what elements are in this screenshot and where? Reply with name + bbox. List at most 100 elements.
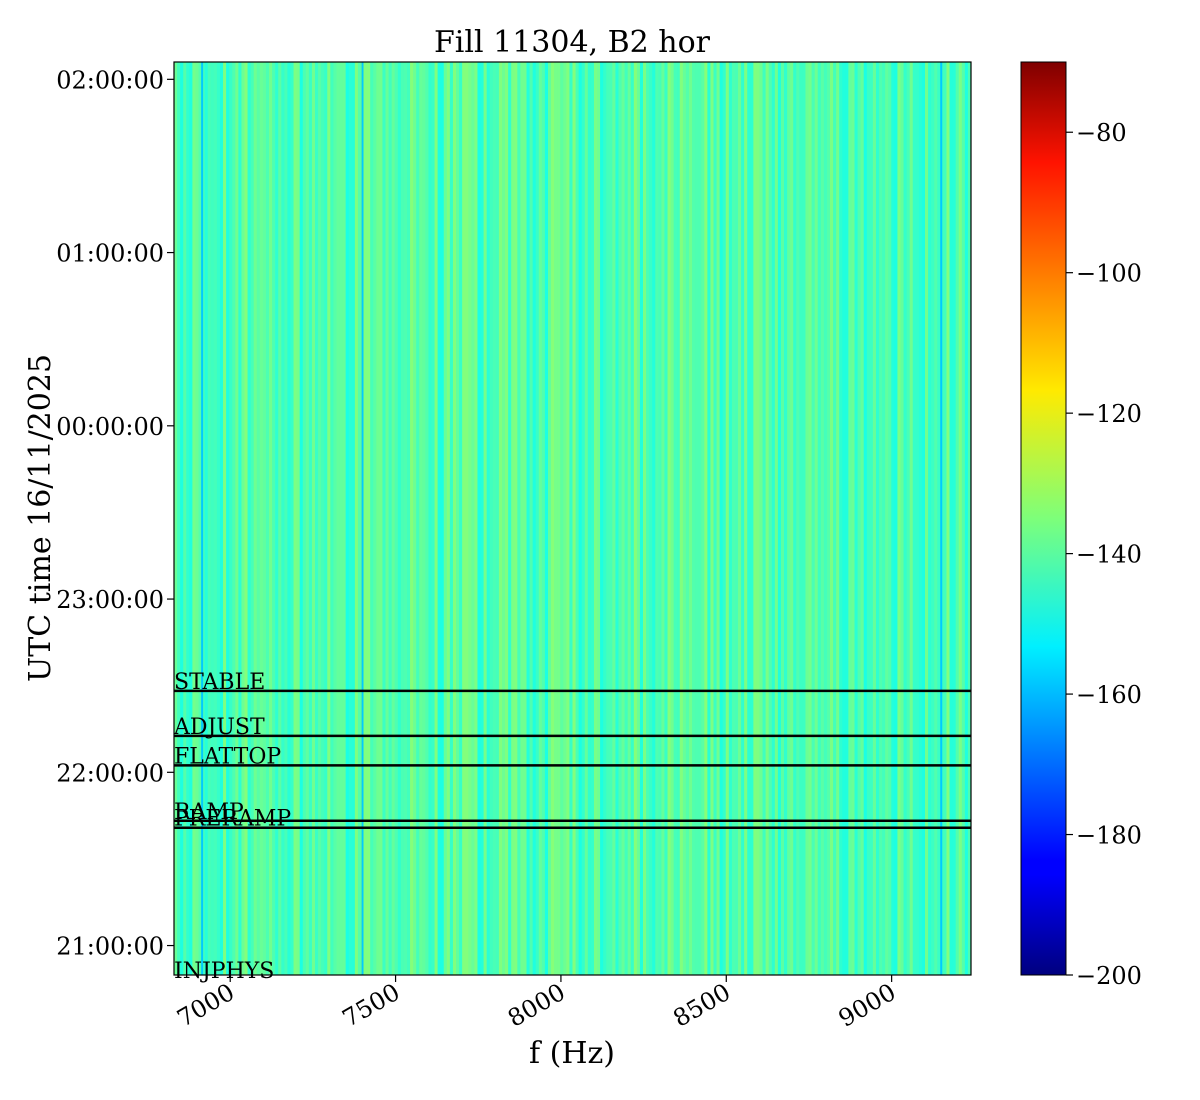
heatmap-stripe [741,62,745,975]
heatmap-stripe [272,62,276,975]
heatmap-stripe [434,62,439,975]
heatmap-stripe [471,62,476,975]
heatmap-stripe [308,62,313,975]
heatmap-stripe [649,62,653,975]
heatmap-stripe [281,62,285,975]
heatmap-stripe [557,62,561,975]
heatmap-stripe [698,62,702,975]
heatmap-stripe [811,62,816,975]
heatmap-stripe [695,62,699,975]
heatmap-stripe [652,62,656,975]
heatmap-stripe [646,62,650,975]
heatmap-stripe [710,62,715,975]
heatmap-stripe [364,62,368,975]
heatmap-stripe [796,62,800,975]
heatmap-stripe [707,62,712,975]
heatmap-stripe [572,62,577,975]
heatmap-stripe [290,62,295,975]
heatmap-stripe [452,62,457,975]
heatmap-stripe [563,62,567,975]
heatmap-stripe [486,62,491,975]
spectral-line [361,62,364,975]
heatmap-stripe [676,62,681,975]
phase-label: INJPHYS [174,959,274,984]
heatmap-stripe [468,62,472,975]
heatmap-stripe [833,62,837,975]
heatmap-stripe [839,62,843,975]
heatmap-stripe [719,62,724,975]
heatmap-stripe [456,62,460,975]
heatmap-stripe [869,62,874,975]
heatmap-stripe [713,62,718,975]
heatmap-stripe [643,62,647,975]
heatmap-stripe [498,62,503,975]
heatmap-stripe [664,62,669,975]
phase-label: FLATTOP [174,744,281,769]
heatmap-stripe [820,62,825,975]
spectral-line [940,62,943,975]
heatmap-stripe [777,62,782,975]
heatmap-stripe [275,62,279,975]
heatmap-stripe [667,62,672,975]
heatmap-stripe [716,62,721,975]
colorbar-tick-label: −80 [1076,119,1127,147]
heatmap-stripe [373,62,377,975]
heatmap-stripe [241,62,246,975]
heatmap-stripe [655,62,659,975]
heatmap-stripe [872,62,877,975]
heatmap-stripe [293,62,298,975]
heatmap-stripe [931,62,935,975]
heatmap-stripe [961,62,966,975]
heatmap-stripe [416,62,420,975]
heatmap-stripe [728,62,733,975]
heatmap-stripe [238,62,243,975]
heatmap-stripe [774,62,779,975]
heatmap-stripe [256,62,261,975]
heatmap-stripe [397,62,402,975]
heatmap-stripe [318,62,322,975]
heatmap-stripe [808,62,813,975]
heatmap-stripe [505,62,509,975]
heatmap-stripe [701,62,705,975]
heatmap-stripe [768,62,773,975]
heatmap-stripe [302,62,307,975]
heatmap-stripe [780,62,785,975]
heatmap-stripe [321,62,325,975]
heatmap-stripe [541,62,546,975]
heatmap-stripe [410,62,414,975]
heatmap-stripe [474,62,479,975]
heatmap-stripe [787,62,791,975]
heatmap-stripe [431,62,436,975]
heatmap-stripe [348,62,353,975]
heatmap-stripe [247,62,252,975]
heatmap-stripe [885,62,889,975]
y-tick-label: 01:00:00 [56,240,164,268]
heatmap-stripe [480,62,485,975]
heatmap-stripe [731,62,736,975]
heatmap-stripe [370,62,374,975]
heatmap-stripe [422,62,426,975]
heatmap-stripe [367,62,371,975]
heatmap-stripe [915,62,920,975]
heatmap-stripe [817,62,822,975]
heatmap-stripe [551,62,555,975]
heatmap-stripe [403,62,408,975]
heatmap-stripe [311,62,316,975]
heatmap-stripe [609,62,613,975]
heatmap-stripe [612,62,617,975]
heatmap-stripe [327,62,331,975]
heatmap-stripe [296,62,301,975]
heatmap-stripe [955,62,960,975]
heatmap-stripe [688,62,693,975]
heatmap-stripe [661,62,666,975]
heatmap-stripe [324,62,328,975]
heatmap-stripe [814,62,819,975]
y-tick-label: 21:00:00 [56,933,164,961]
heatmap-stripe [186,62,190,975]
heatmap-stripe [508,62,512,975]
heatmap-stripe [673,62,678,975]
heatmap-stripe [894,62,899,975]
heatmap-stripe [790,62,794,975]
heatmap-stripe [391,62,396,975]
